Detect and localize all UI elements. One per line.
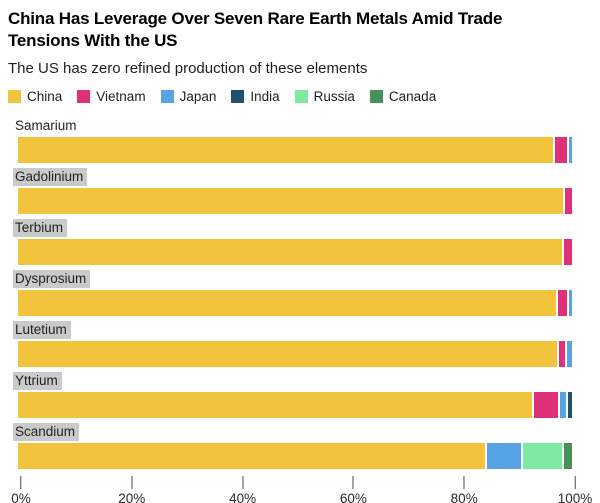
bar-segment-dysprosium-japan: [568, 290, 572, 316]
legend-item-japan: Japan: [160, 89, 217, 104]
x-axis-tick-0: 0%: [11, 476, 31, 503]
row-label-lutetium: Lutetium: [13, 321, 71, 339]
bar-segment-samarium-china: [18, 137, 554, 163]
bar-segment-yttrium-vietnam: [534, 392, 559, 418]
row-label-samarium: Samarium: [15, 118, 77, 133]
stacked-bar-chart: Samarium Gadolinium Terbium Dysprosium Lutet…: [8, 117, 600, 503]
x-axis-tick-80: 80%: [451, 476, 478, 503]
bar-segment-scandium-russia: [522, 443, 562, 469]
chart-row-terbium: Terbium: [13, 219, 600, 265]
x-axis-tick-mark: [242, 476, 244, 489]
bar-segment-samarium-japan: [568, 137, 572, 163]
bar-segment-gadolinium-china: [18, 188, 563, 214]
bar-samarium: [18, 137, 572, 163]
x-axis-tick-mark: [574, 476, 576, 489]
bar-segment-scandium-canada: [563, 443, 572, 469]
chart-rows: Samarium Gadolinium Terbium Dysprosium Lutet…: [13, 117, 600, 469]
row-label-scandium: Scandium: [13, 423, 80, 441]
bar-segment-lutetium-japan: [567, 341, 572, 367]
bar-segment-samarium-vietnam: [555, 137, 567, 163]
x-axis-tick-label: 40%: [229, 491, 257, 503]
chart-row-lutetium: Lutetium: [13, 321, 600, 367]
legend-label-india: India: [250, 89, 280, 104]
bar-dysprosium: [18, 290, 572, 316]
chart-title-line-1: China Has Leverage Over Seven Rare Earth…: [8, 9, 503, 28]
chart-title: China Has Leverage Over Seven Rare Earth…: [8, 8, 600, 52]
legend: China Vietnam Japan India Russia Canada: [8, 89, 600, 104]
x-axis-tick-label: 60%: [339, 491, 367, 503]
legend-label-canada: Canada: [388, 89, 437, 104]
legend-item-china: China: [8, 89, 62, 104]
chart-row-gadolinium: Gadolinium: [13, 168, 600, 214]
legend-label-japan: Japan: [179, 89, 217, 104]
x-axis-tick-label: 0%: [11, 491, 31, 503]
bar-segment-dysprosium-vietnam: [557, 290, 567, 316]
legend-item-india: India: [231, 89, 280, 104]
chart-row-scandium: Scandium: [13, 423, 600, 469]
bar-segment-lutetium-china: [18, 341, 557, 367]
row-label-dysprosium: Dysprosium: [13, 270, 91, 288]
bar-segment-scandium-japan: [487, 443, 521, 469]
bar-segment-scandium-china: [18, 443, 486, 469]
bar-terbium: [18, 239, 572, 265]
legend-item-russia: Russia: [294, 89, 355, 104]
x-axis-tick-mark: [20, 476, 22, 489]
legend-swatch-vietnam: [77, 90, 91, 103]
bar-yttrium: [18, 392, 572, 418]
legend-swatch-japan: [160, 90, 174, 103]
bar-segment-yttrium-china: [18, 392, 533, 418]
x-axis-tick-label: 80%: [450, 491, 478, 503]
chart-subtitle: The US has zero refined production of th…: [8, 60, 368, 77]
x-axis-tick-mark: [352, 476, 354, 489]
chart-row-samarium: Samarium: [13, 117, 600, 163]
bar-segment-yttrium-india: [568, 392, 572, 418]
bar-segment-dysprosium-china: [18, 290, 556, 316]
bar-segment-yttrium-japan: [560, 392, 567, 418]
legend-swatch-russia: [294, 90, 308, 103]
bar-lutetium: [18, 341, 572, 367]
x-axis-tick-label: 100%: [557, 491, 593, 503]
chart-row-yttrium: Yttrium: [13, 372, 600, 418]
bar-segment-gadolinium-vietnam: [564, 188, 572, 214]
row-label-gadolinium: Gadolinium: [13, 168, 88, 186]
x-axis-tick-mark: [131, 476, 133, 489]
legend-swatch-india: [231, 90, 245, 103]
legend-swatch-canada: [369, 90, 383, 103]
legend-label-vietnam: Vietnam: [96, 89, 146, 104]
x-axis-tick-mark: [463, 476, 465, 489]
bar-segment-terbium-china: [18, 239, 562, 265]
legend-swatch-china: [8, 90, 21, 103]
row-label-terbium: Terbium: [13, 219, 68, 237]
x-axis-tick-20: 20%: [118, 476, 145, 503]
chart-row-dysprosium: Dysprosium: [13, 270, 600, 316]
bar-segment-terbium-vietnam: [563, 239, 572, 265]
bar-segment-lutetium-vietnam: [558, 341, 566, 367]
x-axis-tick-100: 100%: [557, 476, 593, 503]
x-axis: 0% 20% 40% 60% 80% 100%: [11, 476, 592, 503]
legend-item-canada: Canada: [369, 89, 437, 104]
x-axis-tick-label: 20%: [118, 491, 146, 503]
bar-gadolinium: [18, 188, 572, 214]
row-label-yttrium: Yttrium: [13, 372, 62, 390]
x-axis-tick-60: 60%: [340, 476, 367, 503]
legend-label-russia: Russia: [313, 89, 355, 104]
legend-label-china: China: [27, 89, 63, 104]
x-axis-tick-40: 40%: [229, 476, 256, 503]
legend-item-vietnam: Vietnam: [77, 89, 146, 104]
bar-scandium: [18, 443, 572, 469]
chart-title-line-2: Tensions With the US: [8, 31, 178, 50]
